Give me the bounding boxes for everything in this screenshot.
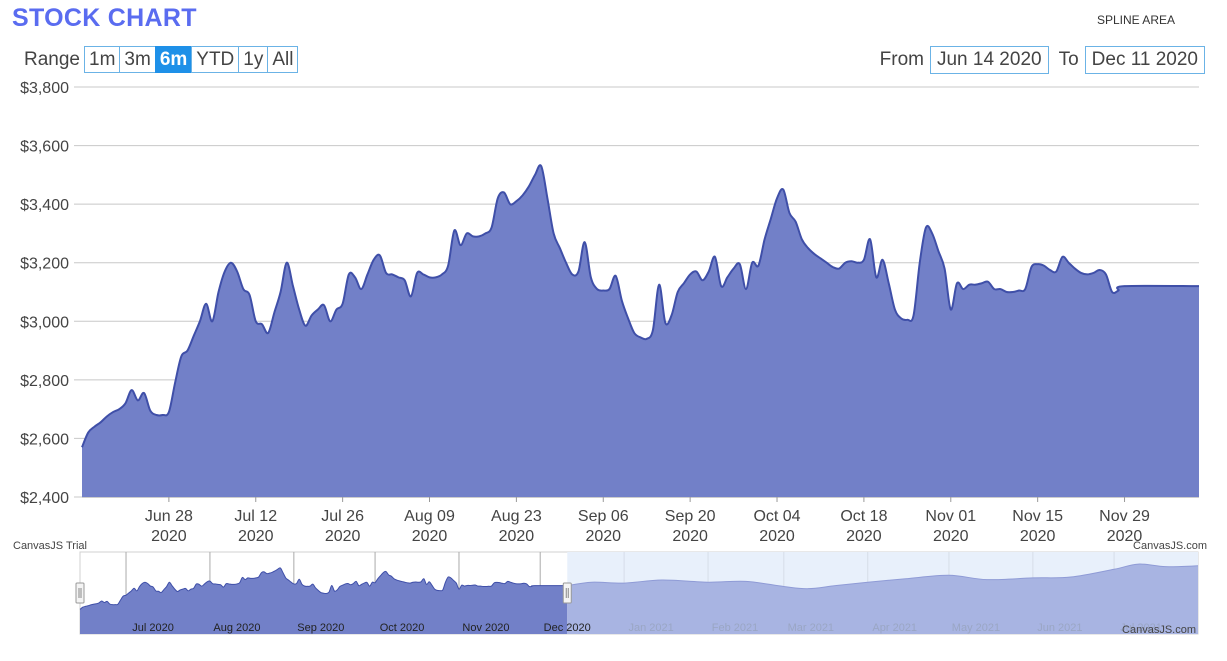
area-fill <box>82 165 1199 497</box>
plot-area <box>81 164 1200 497</box>
x-tick-label: Jun 28 <box>145 508 193 525</box>
range-button-3m[interactable]: 3m <box>119 46 156 73</box>
navigator-site-credit[interactable]: CanvasJS.com <box>1122 624 1196 636</box>
y-axis: $2,400 $2,600 $2,800 $3,000 $3,200 $3,400 $3,6… <box>20 80 69 507</box>
x-tick-label: Jul 12 <box>234 508 277 525</box>
navigator-label: Nov 2020 <box>462 622 509 634</box>
navigator[interactable]: Jul 2020 Aug 2020 Sep 2020 Oct 2020 Nov 2020… <box>75 551 1199 635</box>
site-credit[interactable]: CanvasJS.com <box>1133 540 1207 552</box>
navigator-selected-line <box>79 567 568 610</box>
x-tick-label: Aug 09 <box>404 508 455 525</box>
y-tick-label: $2,400 <box>20 490 69 507</box>
range-button-ytd[interactable]: YTD <box>191 46 240 73</box>
navigator-label: Jul 2021 <box>1120 622 1162 634</box>
x-tick-year: 2020 <box>759 528 795 545</box>
x-tick-label: Sep 06 <box>578 508 629 525</box>
y-tick-label: $3,800 <box>20 80 69 97</box>
range-button-all[interactable]: All <box>267 46 299 73</box>
x-tick-label: Oct 18 <box>840 508 887 525</box>
x-tick-label: Sep 20 <box>665 508 716 525</box>
from-date-input[interactable]: Jun 14 2020 <box>929 46 1049 74</box>
x-tick-year: 2020 <box>1107 528 1143 545</box>
from-label: From <box>879 49 924 70</box>
x-tick-year: 2020 <box>1020 528 1056 545</box>
trial-credit: CanvasJS Trial <box>13 540 87 552</box>
x-tick-year: 2020 <box>499 528 535 545</box>
x-tick-year: 2020 <box>151 528 187 545</box>
navigator-unselected-line <box>567 563 1199 590</box>
y-tick-label: $3,400 <box>20 197 69 214</box>
y-tick-label: $2,600 <box>20 431 69 448</box>
y-tick-label: $3,200 <box>20 256 69 273</box>
to-date-input[interactable]: Dec 11 2020 <box>1084 46 1205 74</box>
navigator-label: Dec 2020 <box>544 622 591 634</box>
x-tick-year: 2020 <box>933 528 969 545</box>
x-tick-year: 2020 <box>585 528 621 545</box>
series-line <box>81 164 1200 448</box>
navigator-right-handle[interactable] <box>562 582 572 604</box>
navigator-label: Oct 2020 <box>380 622 425 634</box>
x-tick-label: Jul 26 <box>321 508 364 525</box>
y-tick-label: $2,800 <box>20 373 69 390</box>
range-button-1m[interactable]: 1m <box>84 46 121 73</box>
y-tick-label: $3,600 <box>20 139 69 156</box>
x-tick-label: Oct 04 <box>753 508 800 525</box>
to-label: To <box>1058 49 1079 70</box>
navigator-left-handle[interactable] <box>75 582 85 604</box>
chart-type-label: SPLINE AREA <box>1096 13 1175 27</box>
navigator-label: Mar 2021 <box>788 622 834 634</box>
x-tick-year: 2020 <box>238 528 274 545</box>
range-selector: Range 1m 3m 6m YTD 1y All <box>24 46 299 73</box>
range-button-1y[interactable]: 1y <box>238 46 269 73</box>
x-tick-year: 2020 <box>412 528 448 545</box>
x-tick-year: 2020 <box>846 528 882 545</box>
date-range-inputs: From Jun 14 2020 To Dec 11 2020 <box>870 46 1205 74</box>
x-tick-label: Nov 29 <box>1099 508 1150 525</box>
navigator-selected-area <box>80 567 568 634</box>
navigator-label: May 2021 <box>952 622 1000 634</box>
navigator-unselected-area <box>567 564 1198 634</box>
navigator-label: Feb 2021 <box>712 622 758 634</box>
x-tick-label: Nov 01 <box>925 508 976 525</box>
y-tick-label: $3,000 <box>20 314 69 331</box>
navigator-label: Sep 2020 <box>297 622 344 634</box>
x-tick-year: 2020 <box>325 528 361 545</box>
navigator-label: Aug 2020 <box>213 622 260 634</box>
chart-title: STOCK CHART <box>12 4 197 32</box>
x-axis: Jun 28 2020 Jul 12 2020 Jul 26 2020 Aug 09 2020… <box>82 496 1199 545</box>
navigator-label: Jul 2020 <box>132 622 174 634</box>
range-label: Range <box>24 48 80 70</box>
x-tick-label: Nov 15 <box>1012 508 1063 525</box>
navigator-label: Apr 2021 <box>872 622 917 634</box>
navigator-label: Jan 2021 <box>628 622 673 634</box>
x-tick-year: 2020 <box>672 528 708 545</box>
x-tick-label: Aug 23 <box>491 508 542 525</box>
navigator-label: Jun 2021 <box>1037 622 1082 634</box>
